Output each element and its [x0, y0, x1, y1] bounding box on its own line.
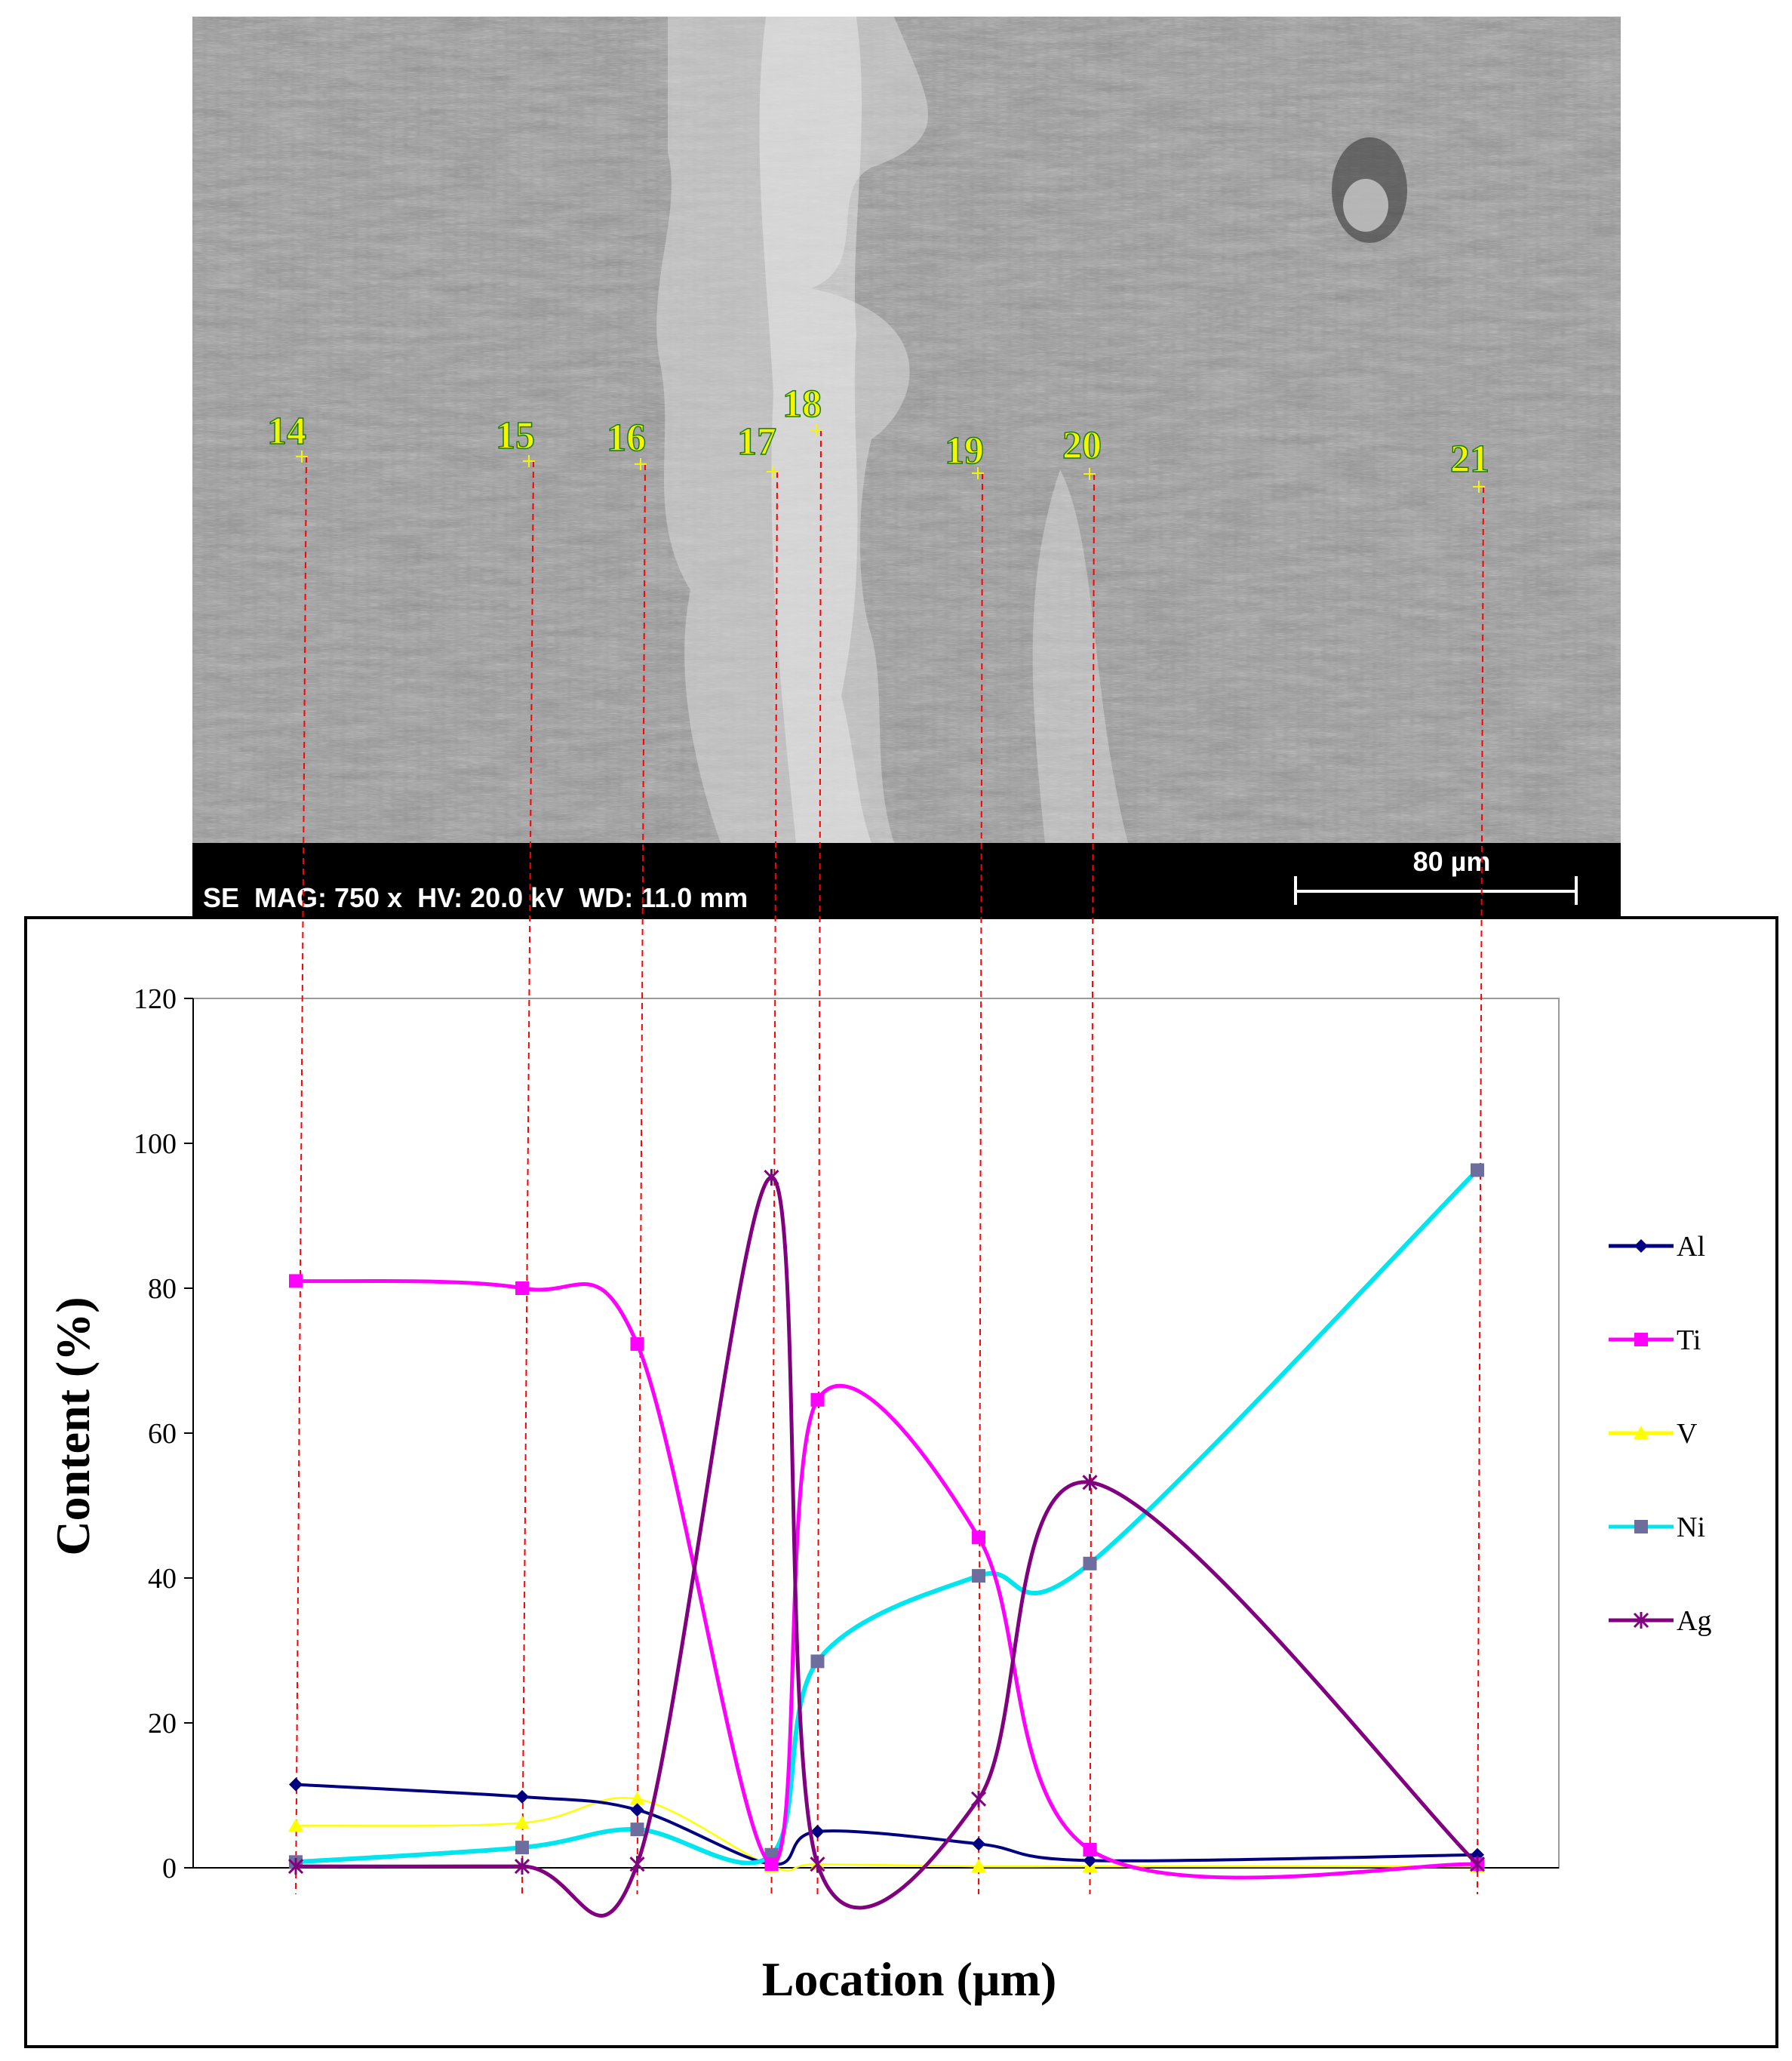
- legend-item-ag: Ag: [1607, 1601, 1758, 1639]
- legend-swatch-al: [1609, 1239, 1674, 1253]
- legend-marker: [1634, 1239, 1648, 1253]
- legend-swatch-ag: [1609, 1612, 1674, 1629]
- legend-item-ni: Ni: [1607, 1508, 1758, 1546]
- legend-label: Ni: [1677, 1512, 1705, 1543]
- legend-marker: [1634, 1426, 1649, 1439]
- scale-bar: [1294, 890, 1578, 893]
- chart-frame: [24, 916, 1778, 2048]
- y-axis-label: Content (%): [46, 1297, 100, 1556]
- legend-item-v: V: [1607, 1414, 1758, 1452]
- legend-item-al: Al: [1607, 1227, 1758, 1265]
- legend-swatch-ti: [1609, 1333, 1674, 1346]
- legend-label: Ti: [1677, 1324, 1701, 1356]
- legend-swatch-ni: [1609, 1520, 1674, 1533]
- legend-swatch-v: [1609, 1426, 1674, 1439]
- scale-bar-label: 80 µm: [1412, 846, 1491, 877]
- sem-micrograph: SE MAG: 750 x HV: 20.0 kV WD: 11.0 mm 80…: [192, 17, 1621, 916]
- x-axis-label: Location (µm): [761, 1952, 1057, 2006]
- legend-marker: [1633, 1612, 1649, 1629]
- sem-image: [192, 17, 1621, 843]
- legend-label: V: [1677, 1418, 1698, 1450]
- legend-label: Al: [1677, 1231, 1705, 1263]
- scale-bar-tick-right: [1575, 876, 1578, 905]
- legend-label: Ag: [1677, 1605, 1712, 1637]
- legend-item-ti: Ti: [1607, 1321, 1758, 1358]
- legend-marker: [1634, 1333, 1648, 1346]
- sem-acquisition-info: SE MAG: 750 x HV: 20.0 kV WD: 11.0 mm: [203, 882, 748, 913]
- legend-marker: [1634, 1520, 1648, 1533]
- sem-info-bar: SE MAG: 750 x HV: 20.0 kV WD: 11.0 mm 80…: [192, 843, 1621, 916]
- scale-bar-tick-left: [1294, 876, 1297, 905]
